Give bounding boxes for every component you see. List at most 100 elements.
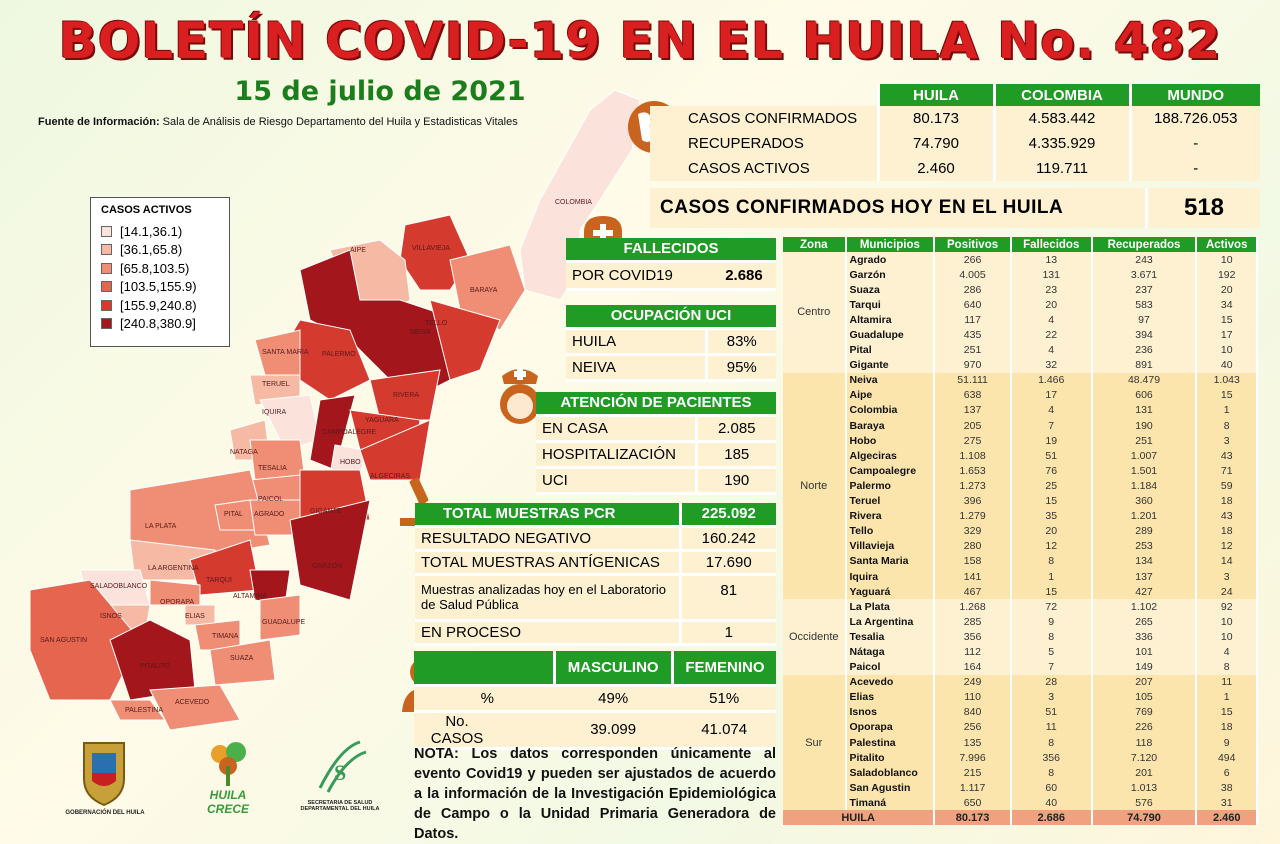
disclaimer-note: NOTA: Los datos corresponden únicamente …: [414, 746, 776, 842]
source-text: Sala de Análisis de Riesgo Departamento …: [159, 116, 518, 128]
municipality-value: 10: [1196, 252, 1258, 268]
panel-row-value: 1: [678, 620, 776, 646]
map-label: TESALIA: [258, 465, 287, 472]
legend-label: [103.5,155.9): [120, 279, 197, 295]
municipality-value: 3: [1010, 689, 1093, 705]
municipality-value: 1.466: [1010, 372, 1093, 388]
map-region-colombia: [519, 89, 641, 301]
municipality-value: 131: [1091, 402, 1198, 419]
map-label: ACEVEDO: [175, 699, 210, 706]
nurse-icon: [500, 368, 540, 424]
summary-table: HUILA COLOMBIA MUNDO CASOS CONFIRMADOS 80…: [650, 84, 1260, 181]
municipality-value: 31: [1196, 795, 1258, 811]
municipality-value: 23: [1010, 282, 1093, 298]
municipality-value: 13: [1010, 252, 1093, 268]
municipality-name: Aipe: [845, 387, 936, 403]
pcr-total: 225.092: [678, 503, 776, 528]
municipality-value: 329: [934, 523, 1012, 539]
municipality-name: Yaguará: [845, 584, 936, 600]
zone-cell: Sur: [783, 674, 847, 811]
municipality-value: 4: [1196, 644, 1258, 660]
municipality-name: La Argentina: [845, 614, 936, 630]
municipality-row: Norte Neiva 51.111 1.466 48.479 1.043: [783, 372, 1258, 600]
municipality-value: 51: [1010, 704, 1093, 720]
legend-item: [240.8,380.9]: [101, 315, 219, 334]
municipality-value: 60: [1010, 780, 1093, 796]
today-cases: CASOS CONFIRMADOS HOY EN EL HUILA 518: [650, 188, 1260, 228]
municipality-value: 18: [1196, 719, 1258, 735]
municipality-row: Yaguará 467 15 427 24: [783, 584, 1258, 600]
legend-label: [155.9,240.8): [120, 297, 197, 313]
municipality-value: 286: [934, 282, 1012, 298]
municipality-value: 650: [934, 795, 1012, 811]
map-label: ALTAMIRA: [233, 593, 267, 600]
municipality-value: 4: [1010, 402, 1093, 419]
municipality-row: Rivera 1.279 35 1.201 43: [783, 508, 1258, 524]
municipality-value: 3.671: [1091, 267, 1198, 283]
panel-row: EN CASA 2.085: [536, 415, 776, 443]
municipality-value: 20: [1196, 282, 1258, 298]
legend-swatch: [101, 244, 112, 256]
gender-row: No. CASOS 39.099 41.074: [414, 711, 776, 750]
municipality-name: Tesalia: [845, 629, 936, 645]
municipality-value: 131: [1010, 267, 1093, 283]
municipality-value: 6: [1196, 765, 1258, 781]
summary-value: 74.790: [876, 131, 994, 156]
municipality-value: 14: [1196, 553, 1258, 569]
municipality-row: Garzón 4.005 131 3.671 192: [783, 267, 1258, 283]
municipality-row: Centro Agrado 266 13 243 10: [783, 252, 1258, 373]
municipality-value: 8: [1010, 735, 1093, 751]
summary-row: CASOS CONFIRMADOS 80.173 4.583.442 188.726.…: [650, 106, 1260, 131]
municipality-value: 15: [1196, 312, 1258, 328]
municipality-value: 118: [1091, 735, 1198, 751]
municipality-value: 289: [1091, 523, 1198, 539]
summary-value: -: [1128, 156, 1260, 181]
municipality-value: 243: [1091, 252, 1198, 268]
municipality-value: 396: [934, 493, 1012, 509]
panel-row-label: HUILA: [566, 328, 706, 356]
map-region-guadalupe: [259, 594, 301, 641]
map-label: PALERMO: [322, 351, 356, 358]
globe-icon: [628, 101, 680, 153]
municipality-name: Palermo: [845, 478, 936, 494]
panel-row-label: EN PROCESO: [415, 620, 680, 646]
municipality-name: Agrado: [845, 252, 936, 268]
municipality-value: 15: [1196, 704, 1258, 720]
municipality-row: Gigante 970 32 891 40: [783, 357, 1258, 373]
panel-row-label: Muestras analizadas hoy en el Laboratori…: [415, 574, 680, 622]
municipality-name: Isnos: [845, 704, 936, 720]
municipality-row: Algeciras 1.108 51 1.007 43: [783, 448, 1258, 464]
municipality-value: 356: [934, 629, 1012, 645]
municipality-row: Villavieja 280 12 253 12: [783, 538, 1258, 554]
municipality-value: 40: [1196, 357, 1258, 373]
municipality-value: 769: [1091, 704, 1198, 720]
municipality-value: 10: [1196, 342, 1258, 358]
municipality-value: 3: [1196, 568, 1258, 585]
panel-row-label: NEIVA: [566, 354, 706, 382]
municipality-value: 640: [934, 297, 1012, 313]
municipality-value: 356: [1010, 750, 1093, 766]
municipality-name: Teruel: [845, 493, 936, 509]
municipality-row: Baraya 205 7 190 8: [783, 418, 1258, 434]
municipality-row: Campoalegre 1.653 76 1.501 71: [783, 463, 1258, 479]
municipality-value: 201: [1091, 765, 1198, 781]
legend-label: [14.1,36.1): [120, 223, 183, 239]
municipality-name: Hobo: [845, 433, 936, 449]
source-note: Fuente de Información: Sala de Análisis …: [38, 116, 518, 128]
map-region-tesalia: [249, 439, 306, 481]
municipality-row: Aipe 638 17 606 15: [783, 387, 1258, 403]
muni-col-header: Fallecidos: [1010, 237, 1093, 252]
svg-text:S: S: [334, 760, 346, 785]
map-label: AIPE: [350, 247, 366, 254]
muni-col-header: Activos: [1196, 237, 1258, 252]
uci-panel: OCUPACIÓN UCI HUILA 83% NEIVA 95%: [566, 305, 776, 382]
map-label: ALGECIRAS: [370, 473, 410, 480]
municipality-value: 394: [1091, 327, 1198, 343]
map-region-palestina: [109, 699, 166, 721]
gender-panel: MASCULINO FEMENINO % 49% 51% No. CASOS 39.099…: [414, 651, 776, 750]
zone-cell: Centro: [783, 252, 847, 373]
map-region-suaza: [209, 639, 276, 686]
map-label: NEIVA: [410, 329, 431, 336]
today-value: 518: [1145, 188, 1260, 228]
municipality-row: Hobo 275 19 251 3: [783, 433, 1258, 449]
